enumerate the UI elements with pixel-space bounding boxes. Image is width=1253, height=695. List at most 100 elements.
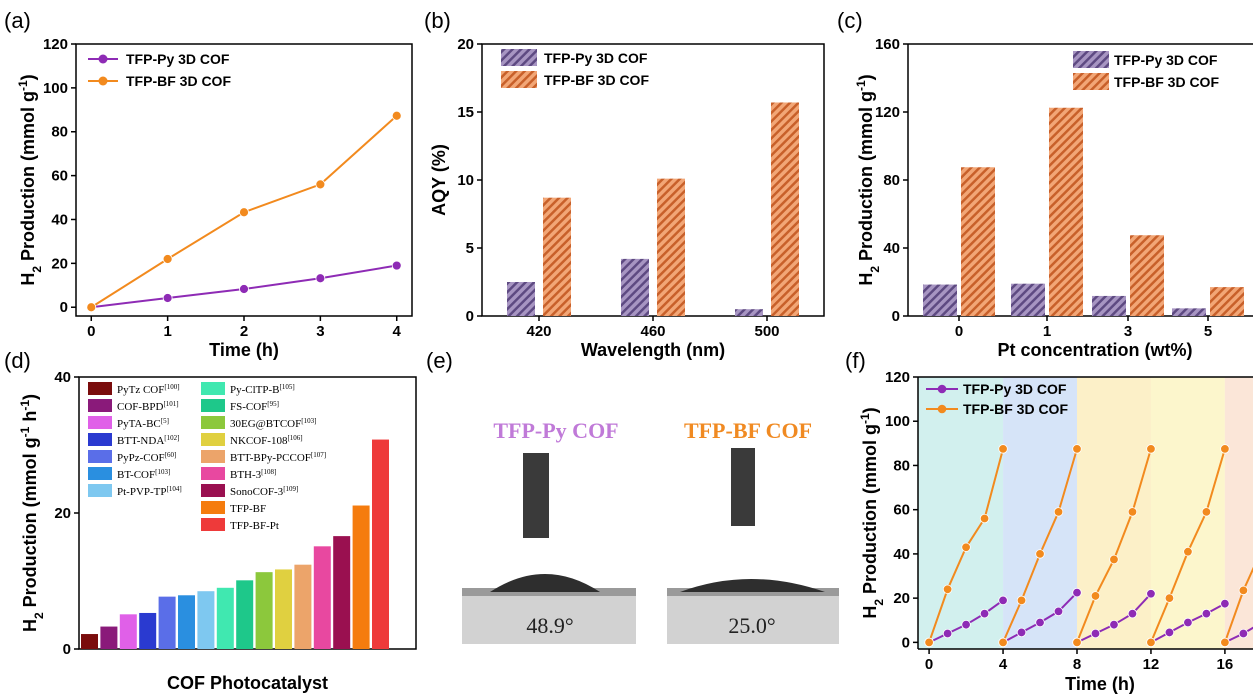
- legend-label: TFP-Py 3D COF: [1114, 52, 1218, 68]
- bar: [313, 546, 331, 649]
- legend-swatch: [501, 49, 537, 66]
- legend-label: TFP-BF 3D COF: [544, 72, 649, 88]
- cycle-band: [1150, 377, 1225, 649]
- data-point: [1146, 589, 1156, 599]
- data-point: [924, 637, 934, 648]
- chart-b: 0 5 10 15 20 420 460 500 TFP-Py 3D COF TFP-BF 3D …: [429, 36, 825, 360]
- bar: [923, 284, 957, 316]
- cycle-band: [1003, 377, 1077, 649]
- bar: [771, 102, 799, 316]
- y-tick-label: 40: [883, 240, 900, 257]
- data-point: [1220, 598, 1230, 609]
- x-tick-label: 2: [240, 323, 248, 340]
- legend-label: PyPz-COF[60]: [117, 451, 176, 464]
- legend-swatch: [201, 501, 225, 514]
- data-point: [162, 293, 173, 303]
- data-point: [1127, 507, 1138, 517]
- legend-swatch: [201, 467, 225, 480]
- x-tick-label: 16: [1217, 656, 1234, 673]
- data-point: [1109, 619, 1119, 630]
- chart-f: 0 20 40 60 80 100 120 0 4 8 12 16 TFP-Py 3D COF TFP-B…: [858, 369, 1253, 694]
- y-axis-label: H2 Production (mmol g-1 h-1): [18, 394, 46, 632]
- y-tick-label: 20: [54, 505, 71, 522]
- data-point: [1146, 444, 1156, 454]
- legend-swatch: [88, 382, 112, 395]
- data-point: [1035, 549, 1045, 559]
- bar: [1130, 235, 1164, 316]
- bar: [158, 596, 176, 649]
- data-point: [1072, 444, 1082, 454]
- legend-swatch: [88, 416, 112, 429]
- y-tick-label: 20: [893, 590, 910, 607]
- x-tick-label: 0: [955, 323, 963, 340]
- legend-label: SonoCOF-3[109]: [230, 485, 298, 498]
- chart-c: 0 40 80 120 160 0 1 3 5 TFP-Py 3D COF TFP-BF 3D CO…: [854, 36, 1253, 360]
- bar: [1210, 287, 1244, 316]
- y-tick-label: 60: [893, 502, 910, 519]
- bar: [100, 626, 118, 649]
- bar: [372, 439, 389, 649]
- x-axis-label: COF Photocatalyst: [167, 673, 328, 693]
- y-tick-label: 40: [54, 369, 71, 386]
- needle-bf: [731, 448, 755, 526]
- x-tick-label: 1: [1043, 323, 1051, 340]
- y-tick-label: 0: [63, 641, 71, 658]
- y-tick-label: 100: [43, 80, 68, 97]
- angle-bf: 25.0°: [728, 613, 775, 638]
- data-point: [1220, 444, 1230, 454]
- legend-marker: [98, 54, 108, 64]
- y-tick-label: 80: [893, 457, 910, 474]
- bar: [543, 197, 571, 316]
- panel-label-f: (f): [845, 348, 866, 373]
- substrate-py: [462, 592, 636, 644]
- panel-label-d: (d): [4, 348, 31, 373]
- data-point: [1164, 593, 1175, 603]
- legend-label: TFP-BF 3D COF: [126, 73, 231, 89]
- bar: [621, 258, 649, 316]
- bar: [1092, 295, 1126, 316]
- data-point: [961, 619, 971, 630]
- x-tick-label: 1: [163, 323, 171, 340]
- chart-a: 0 20 40 60 80 100 120 0 1 2 3 4 Time (h) H2 Productio…: [16, 36, 413, 360]
- y-tick-label: 15: [457, 104, 474, 121]
- y-tick-label: 80: [883, 172, 900, 189]
- legend-swatch: [201, 399, 225, 412]
- legend-marker: [937, 384, 947, 394]
- legend-label: BT-COF[103]: [117, 468, 170, 481]
- series-line: [1224, 626, 1253, 644]
- data-point: [1164, 627, 1175, 638]
- bar: [81, 634, 98, 649]
- data-point: [1090, 628, 1101, 639]
- legend-swatch: [201, 433, 225, 446]
- x-tick-label: 4: [393, 323, 402, 340]
- data-point: [1201, 507, 1212, 517]
- data-point: [1146, 637, 1156, 648]
- data-point: [998, 444, 1008, 454]
- x-tick-label: 3: [1124, 323, 1132, 340]
- data-point: [1053, 606, 1064, 617]
- x-axis-label: Pt concentration (wt%): [997, 340, 1192, 360]
- data-point: [1183, 617, 1193, 628]
- cycle-band: [1076, 377, 1151, 649]
- legend-swatch: [201, 518, 225, 531]
- photo-title-bf: TFP-BF COF: [684, 418, 812, 443]
- legend-label: BTT-NDA[102]: [117, 434, 179, 447]
- legend-swatch: [201, 382, 225, 395]
- data-point: [942, 628, 953, 639]
- legend-label: BTH-3[108]: [230, 468, 276, 481]
- bar: [294, 564, 312, 649]
- y-tick-label: 20: [51, 255, 68, 272]
- data-point: [239, 207, 249, 218]
- y-tick-label: 10: [457, 172, 474, 189]
- cycle-band: [918, 377, 1004, 649]
- data-point: [1109, 554, 1119, 565]
- data-point: [979, 513, 990, 524]
- data-point: [86, 302, 97, 313]
- legend-label: Py-ClTP-B[105]: [230, 383, 295, 396]
- y-tick-label: 0: [466, 308, 474, 325]
- legend-label: TFP-Py 3D COF: [126, 51, 230, 67]
- data-point: [391, 260, 402, 271]
- x-tick-label: 12: [1143, 656, 1160, 673]
- legend-swatch: [88, 450, 112, 463]
